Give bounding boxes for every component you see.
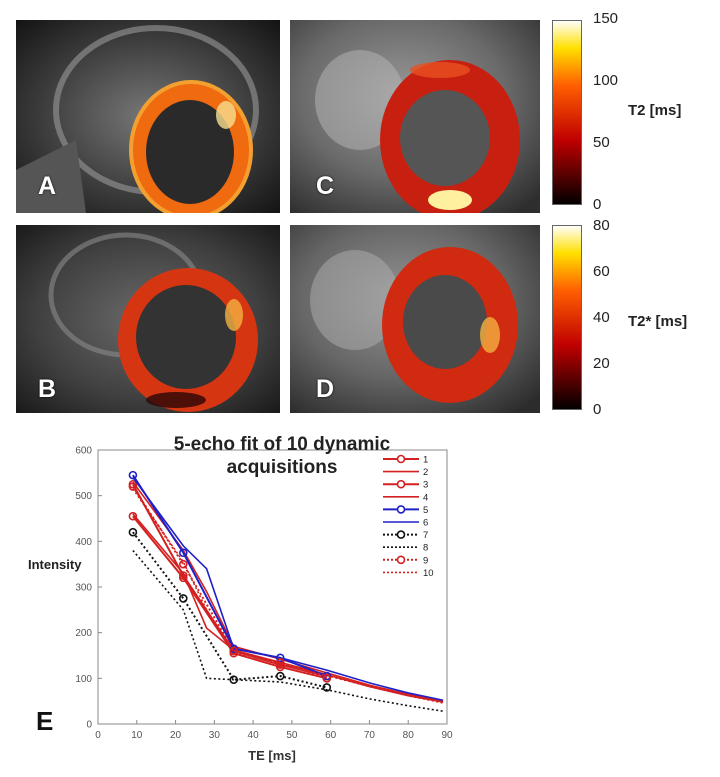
- legend-marker-7: [396, 530, 406, 539]
- y-tick-label: 0: [86, 720, 92, 731]
- series-4-line: [132, 513, 444, 703]
- t2-colorbar: [552, 20, 582, 205]
- series-7-line: [132, 531, 328, 689]
- x-tick-label: 90: [441, 730, 453, 741]
- t2star-colorbar-tick: 60: [593, 263, 610, 280]
- series-7-point: [322, 683, 332, 692]
- series-6-line: [132, 476, 444, 702]
- x-axis-label: TE [ms]: [248, 748, 296, 763]
- legend-marker-3: [396, 479, 406, 489]
- panel-label-e: E: [36, 706, 54, 736]
- panel-label-b: B: [38, 375, 57, 403]
- t2star-colorbar-title: T2* [ms]: [628, 313, 688, 330]
- x-tick-label: 50: [286, 730, 298, 741]
- legend-label-10: 10: [423, 568, 434, 579]
- legend-label-7: 7: [423, 530, 428, 541]
- x-tick-label: 20: [170, 730, 182, 741]
- panel-c-image: C: [290, 20, 540, 213]
- t2-colorbar-tick: 100: [593, 72, 619, 89]
- t2-colorbar-tick: 0: [593, 196, 602, 213]
- panel-a-image: A: [16, 20, 280, 213]
- t2star-colorbar-tick: 80: [593, 217, 610, 234]
- echo-fit-chart: 0 10 20 30 40 50 60 70 80 90 0 100 200 300 400 500 600 TE…: [28, 434, 453, 763]
- x-tick-label: 40: [248, 730, 260, 741]
- legend-label-8: 8: [423, 543, 428, 554]
- y-tick-label: 400: [75, 537, 92, 548]
- series-7-point: [128, 527, 138, 537]
- t2star-colorbar: [552, 225, 582, 410]
- x-tick-label: 10: [131, 730, 143, 741]
- series-7-point: [179, 594, 188, 603]
- x-tick-label: 70: [364, 730, 376, 741]
- series-9-point: [229, 646, 239, 656]
- legend-label-5: 5: [423, 505, 428, 516]
- panel-d-image: D: [290, 225, 540, 413]
- series-9-point: [179, 559, 188, 569]
- series-9-point: [322, 674, 332, 683]
- t2star-colorbar-tick: 0: [593, 401, 602, 418]
- chart-title: 5-echo fit of 10 dynamic: [174, 434, 391, 455]
- series-9-point: [275, 658, 285, 667]
- t2-colorbar-title: T2 [ms]: [628, 102, 682, 119]
- t2star-colorbar-tick: 20: [593, 355, 610, 372]
- panel-b-image: B: [16, 225, 280, 413]
- legend-marker-5: [396, 505, 406, 514]
- legend-label-9: 9: [423, 555, 428, 566]
- series-3-point: [128, 511, 138, 521]
- panel-label-c: C: [316, 172, 335, 200]
- x-tick-label: 80: [403, 730, 415, 741]
- t2star-colorbar-tick: 40: [593, 309, 610, 326]
- chart-title-line2: acquisitions: [227, 457, 338, 478]
- x-tick-label: 60: [325, 730, 337, 741]
- x-tick-label: 0: [95, 730, 101, 741]
- series-5-point: [179, 548, 188, 558]
- y-tick-label: 200: [75, 628, 92, 639]
- legend-label-4: 4: [423, 492, 428, 503]
- y-tick-label: 300: [75, 583, 92, 594]
- legend-marker-9: [396, 555, 406, 565]
- series-9-line: [132, 485, 328, 680]
- y-tick-label: 500: [75, 491, 92, 502]
- y-axis-label: Intensity: [28, 557, 82, 572]
- series-10-line: [132, 488, 444, 704]
- panel-label-a: A: [38, 172, 57, 200]
- plot-frame: [97, 449, 448, 725]
- series-7-point: [275, 671, 285, 681]
- legend-label-6: 6: [423, 518, 428, 529]
- t2-colorbar-tick: 150: [593, 10, 619, 27]
- y-tick-label: 100: [75, 674, 92, 685]
- series-3-line: [132, 515, 328, 680]
- y-tick-label: 600: [75, 446, 92, 457]
- x-tick-label: 30: [209, 730, 221, 741]
- t2-colorbar-tick: 50: [593, 134, 610, 151]
- legend-label-3: 3: [423, 480, 428, 491]
- panel-label-d: D: [316, 375, 335, 403]
- legend-label-1: 1: [423, 455, 428, 466]
- legend-label-2: 2: [423, 467, 428, 478]
- legend-marker-1: [396, 454, 406, 464]
